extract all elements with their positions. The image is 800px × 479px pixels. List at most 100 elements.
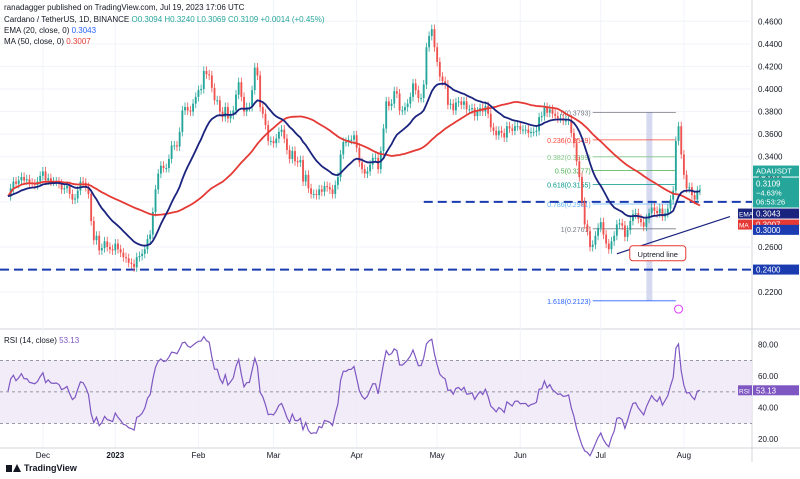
time-tick-label: 2023 (106, 451, 124, 460)
candle-body (264, 113, 267, 126)
candle-body (615, 224, 618, 236)
candle-body (192, 103, 195, 112)
candle-body (143, 249, 146, 254)
candle-body (613, 235, 616, 242)
annotation-box (629, 245, 687, 262)
ema-tag-bg (753, 208, 799, 219)
candle-body (127, 258, 130, 263)
price-tag-bg (753, 177, 799, 208)
candle-body (433, 29, 436, 48)
ema-legend[interactable]: EMA (20, close, 0) 0.3043 (4, 26, 96, 35)
candle-body (283, 129, 286, 139)
fib-level-label: 1.618(0.2123) (547, 299, 591, 306)
fib-retracement[interactable]: 0(0.3793) 0.236(0.3549) 0.382(0.3399) 0.5(0… (547, 110, 676, 306)
candle-body (653, 207, 656, 211)
candle-body (632, 214, 634, 222)
candle-body (44, 171, 47, 181)
uptrend-line[interactable]: Uptrend line (616, 215, 731, 314)
price-tick-label: 0.3600 (758, 130, 783, 139)
candle-body (95, 235, 98, 241)
candle-body (441, 76, 444, 82)
candle-body (98, 235, 101, 251)
candle-body (336, 177, 339, 185)
price-tick-label: 0.4200 (758, 62, 783, 71)
candle-body (414, 83, 417, 91)
candle-body (304, 174, 307, 182)
candle-body (323, 186, 326, 192)
fib-level-label: 0.5(0.3277) (555, 169, 591, 176)
price-tick-label: 0.4400 (758, 40, 783, 49)
candle-body (460, 101, 463, 105)
candle-body (310, 188, 313, 194)
candle-body (213, 87, 216, 101)
candle-body (369, 164, 372, 172)
candle-body (487, 105, 490, 114)
candle-body (645, 218, 648, 227)
candle-body (176, 145, 178, 147)
candle-body (430, 29, 433, 36)
candle-body (154, 189, 157, 213)
ema-value: 0.3043 (71, 26, 97, 35)
candle-body (133, 263, 135, 268)
tradingview-logo[interactable]: TradingView (6, 463, 77, 473)
candle-body (208, 74, 211, 76)
fib-level-label: 0.236(0.3549) (547, 138, 591, 145)
candle-body (508, 126, 511, 129)
rsi-tick-label: 20.00 (758, 435, 779, 444)
candle-body (674, 140, 677, 191)
publisher-note: ranadagger published on TradingView.com,… (4, 3, 245, 12)
candle-body (465, 101, 468, 110)
ohlc-values: O0.3094 H0.3240 L0.3069 C0.3109 +0.0014 … (131, 15, 325, 24)
ema-label: EMA (20, close, 0) (4, 26, 70, 35)
candle-body (117, 243, 119, 250)
candle-body (253, 67, 256, 91)
symbol-title[interactable]: Cardano / TetherUS, 1D, BINANCE (4, 15, 130, 24)
candle-body (661, 208, 664, 217)
candle-body (393, 91, 396, 104)
candle-body (444, 81, 447, 85)
candle-body (532, 131, 535, 133)
candle-body (677, 126, 680, 141)
candle-body (640, 218, 642, 223)
candle-body (66, 186, 68, 189)
candle-body (49, 178, 52, 182)
candle-body (578, 161, 581, 178)
candle-body (12, 181, 15, 189)
ma-legend[interactable]: MA (50, close, 0) 0.3007 (4, 37, 91, 46)
candle-body (162, 165, 165, 168)
candle-body (680, 126, 683, 155)
moving-averages (7, 82, 701, 247)
candle-body (575, 143, 578, 162)
candle-body (312, 193, 315, 195)
candle-body (47, 178, 50, 181)
candle-body (210, 75, 213, 88)
candle-body (173, 145, 176, 147)
candle-body (417, 90, 420, 99)
rsi-tick-label: 60.00 (758, 372, 779, 381)
candle-body (63, 188, 66, 190)
fib-level-label: 0.618(0.3155) (547, 182, 591, 189)
candle-body (629, 221, 632, 231)
candle-body (151, 212, 154, 235)
candle-body (530, 131, 532, 134)
price-tag-value: 0.3109 (756, 180, 781, 189)
candle-body (425, 47, 428, 85)
candle-body (275, 138, 278, 144)
candle-body (387, 101, 390, 106)
candle-body (280, 129, 283, 132)
rsi-legend[interactable]: RSI (14, close) 53.13 (4, 336, 79, 345)
symbol-legend: Cardano / TetherUS, 1D, BINANCE O0.3094 … (4, 15, 325, 24)
candle-body (17, 180, 20, 184)
candle-body (511, 128, 514, 131)
candle-body (224, 107, 227, 118)
candle-body (149, 234, 152, 240)
candle-body (688, 187, 691, 189)
level-tag-bg (753, 264, 799, 275)
price-tag-change: −4.63% (756, 189, 782, 198)
candle-body (599, 222, 602, 228)
rsi-label: RSI (14, close) (4, 336, 57, 345)
candle-body (463, 101, 465, 105)
rsi-path (7, 335, 701, 457)
fib-level-label: 0.786(0.2981) (547, 202, 591, 209)
